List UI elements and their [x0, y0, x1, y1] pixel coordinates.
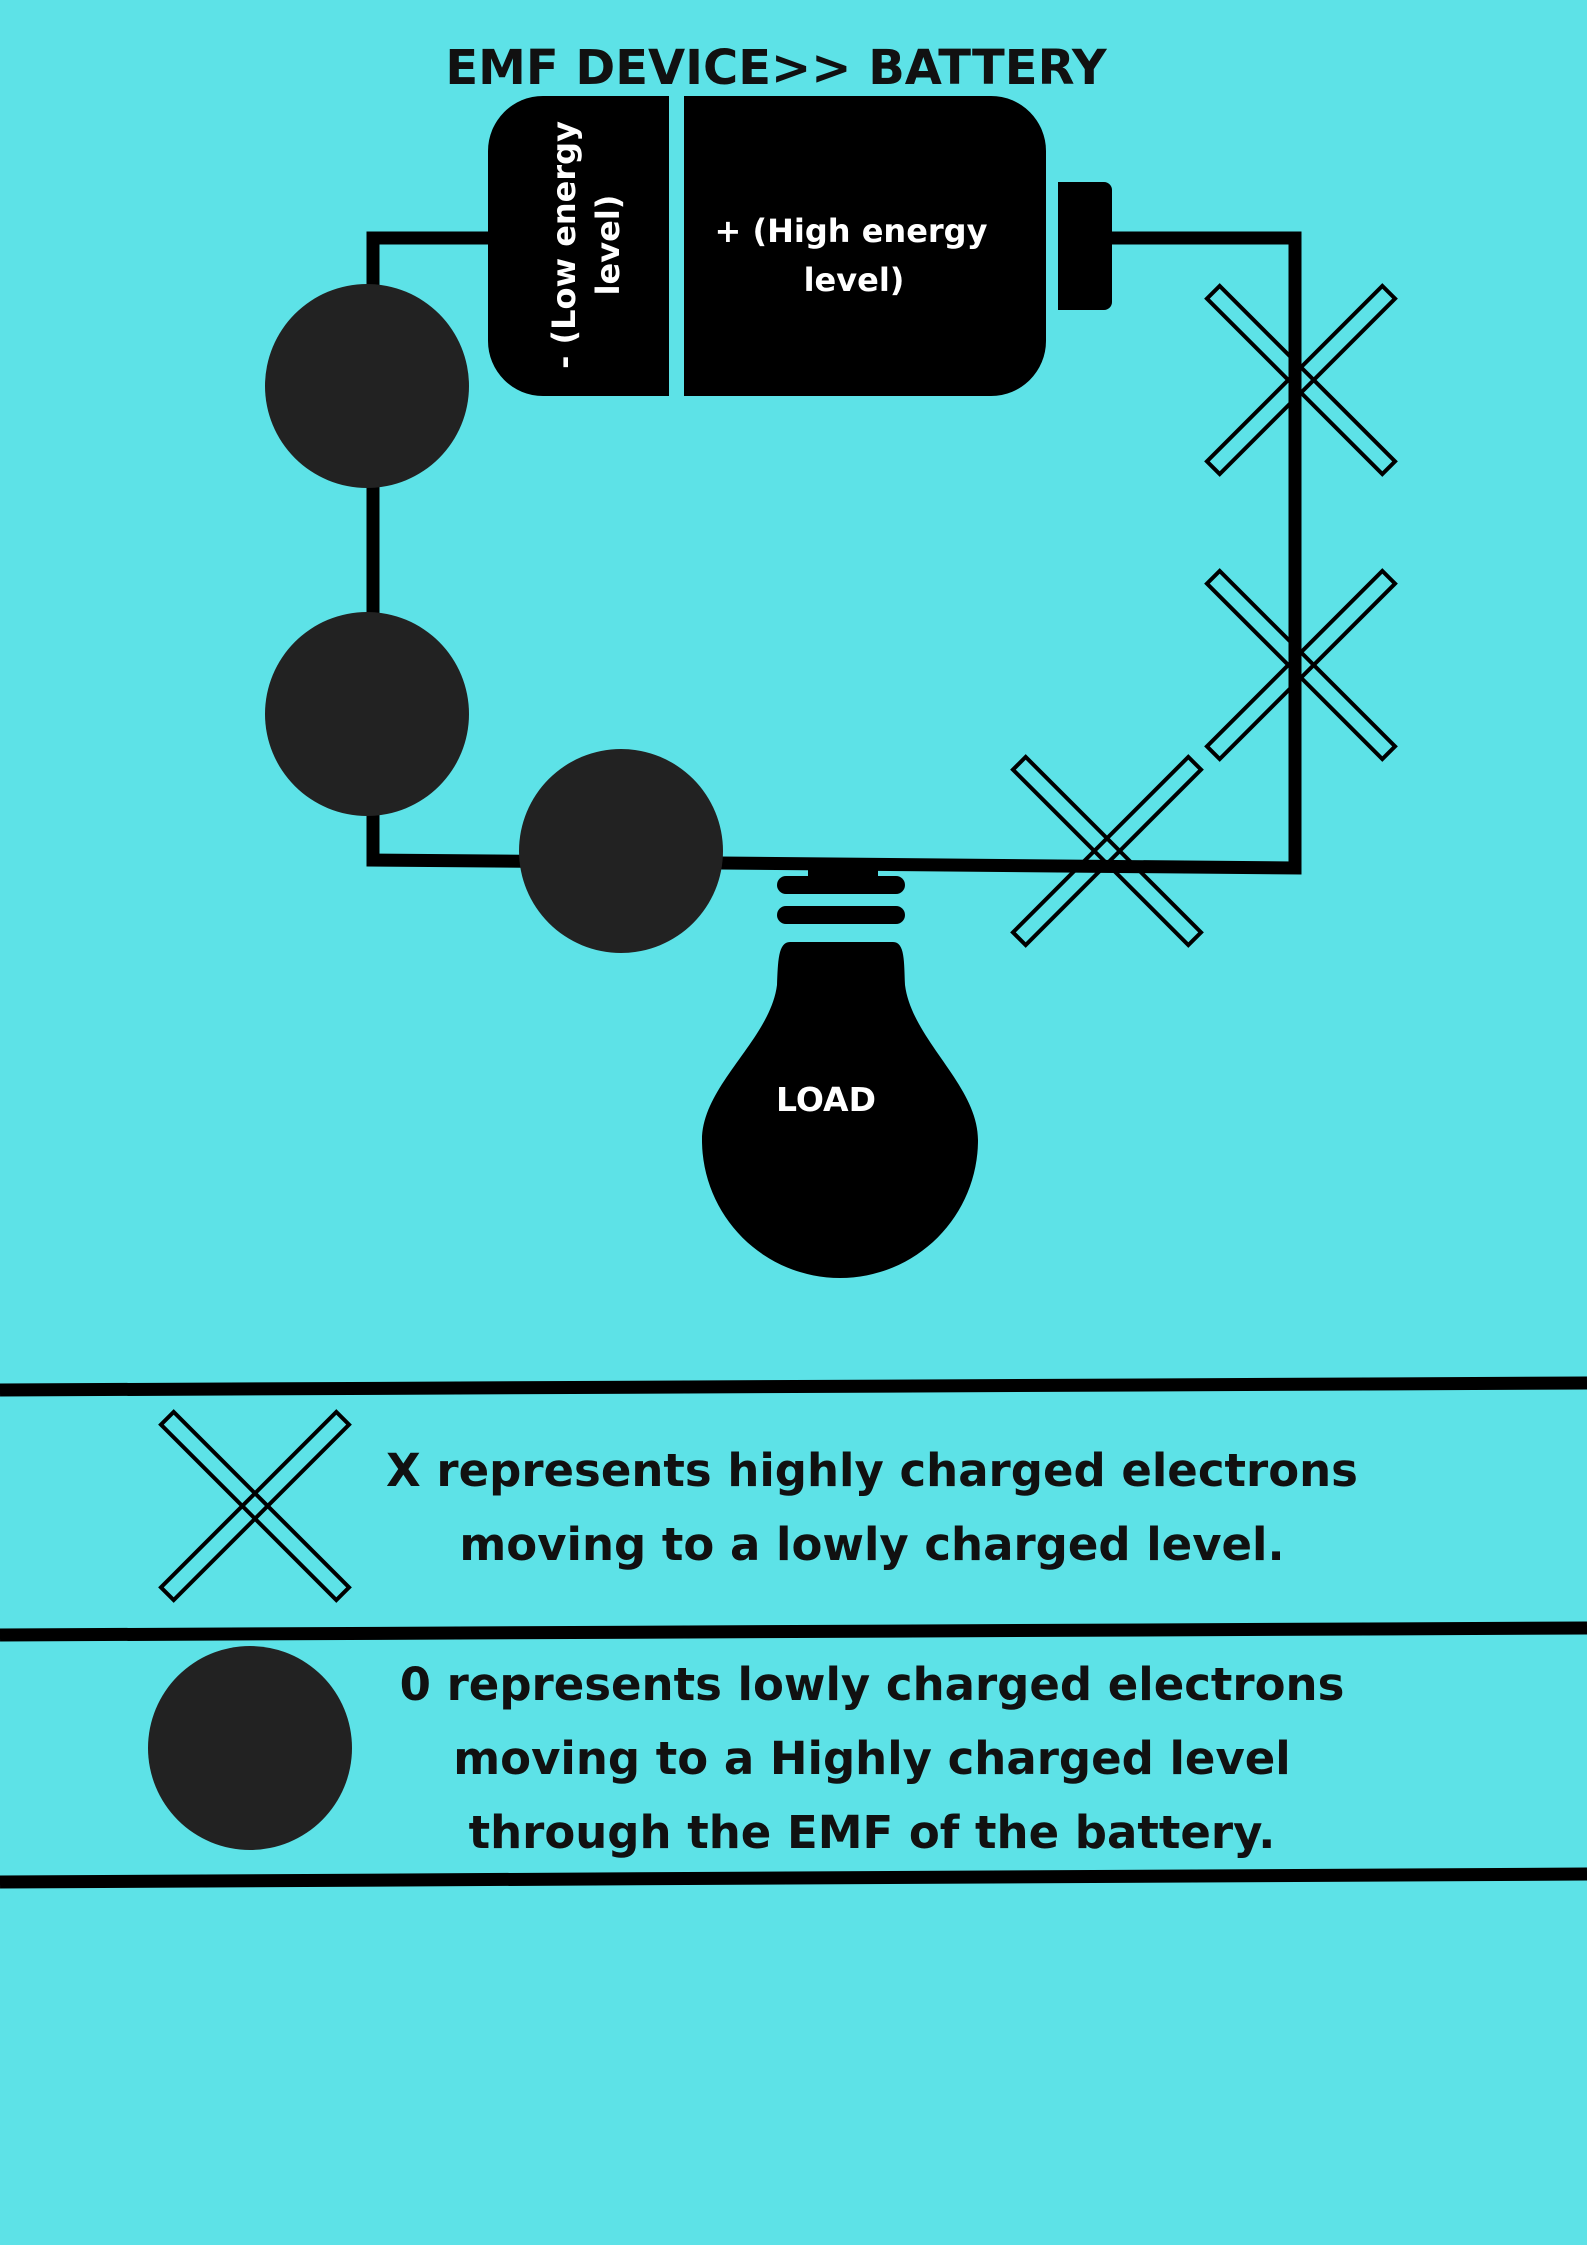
legend-divider-top: [0, 1376, 1587, 1397]
bulb-thread: [777, 906, 905, 924]
legend-divider-middle: [0, 1621, 1587, 1642]
bulb-glass: [702, 942, 978, 1278]
diagram-title: EMF DEVICE>> BATTERY: [445, 40, 1108, 96]
high-charge-electron: [1204, 568, 1398, 762]
legend-o-text: 0 represents lowly charged electrons: [400, 1658, 1345, 1711]
legend-o-text-line3: through the EMF of the battery.: [469, 1806, 1276, 1859]
high-charge-electron: [1204, 283, 1398, 477]
low-charge-electron: [519, 749, 723, 953]
legend-divider-bottom: [0, 1867, 1587, 1889]
legend-x-text: X represents highly charged electrons: [386, 1444, 1358, 1497]
legend-circle-icon: [148, 1646, 352, 1850]
svg-text:level): level): [589, 195, 627, 296]
legend-o-text-line2: moving to a Highly charged level: [453, 1732, 1290, 1785]
battery-divider: [669, 96, 684, 396]
high-charge-electron: [1010, 754, 1204, 948]
load-label: LOAD: [776, 1080, 876, 1119]
low-charge-electron: [265, 612, 469, 816]
battery: - (Low energy level) + (High energy leve…: [488, 96, 1112, 396]
legend-x-icon: [158, 1409, 352, 1603]
battery-positive-label: + (High energy: [715, 212, 988, 250]
bulb-thread: [777, 876, 905, 894]
legend-x-text-line2: moving to a lowly charged level.: [459, 1518, 1284, 1571]
bulb-neck: [808, 864, 878, 876]
battery-terminal: [1068, 182, 1112, 310]
svg-text:- (Low energy: - (Low energy: [545, 121, 583, 369]
battery-positive-label-line2: level): [804, 261, 905, 299]
load-bulb: LOAD: [702, 864, 978, 1278]
low-charge-electron: [265, 284, 469, 488]
battery-body: [488, 96, 1046, 396]
battery-negative-label: - (Low energy level): [545, 121, 627, 369]
